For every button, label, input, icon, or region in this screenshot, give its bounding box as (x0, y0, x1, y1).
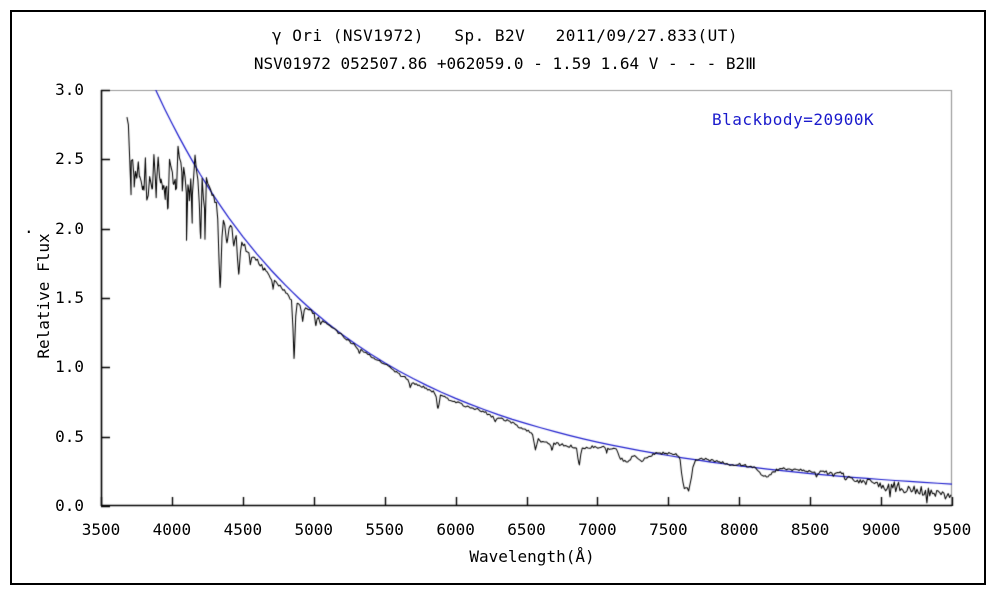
x-tick-label: 9000 (861, 520, 901, 539)
y-tick-label: 1.5 (55, 288, 84, 307)
y-tick-label: 0.5 (55, 426, 84, 446)
x-tick-label: 7000 (578, 520, 617, 539)
x-tick-label: 3500 (81, 520, 121, 539)
y-tick-label: 0.0 (55, 496, 84, 515)
y-tick-label: 2.0 (55, 218, 84, 238)
x-tick-label: 4500 (223, 520, 263, 539)
x-tick-label: 7500 (649, 520, 688, 539)
x-tick-label: 8000 (719, 520, 759, 539)
x-axis-title: Wavelength(Å) (469, 547, 595, 566)
blackbody-temperature-label: Blackbody=20900K (712, 110, 875, 129)
x-tick-label: 6000 (436, 520, 475, 539)
chart-title: γ Ori (NSV1972) Sp. B2V 2011/09/27.833(U… (271, 26, 739, 45)
x-tick-label: 8500 (790, 520, 830, 539)
x-tick-label: 9500 (932, 520, 972, 539)
stray-mark: . (24, 218, 34, 237)
x-tick-label: 5000 (294, 520, 334, 539)
y-tick-label: 3.0 (55, 80, 84, 99)
y-tick-label: 2.5 (55, 149, 84, 169)
chart-subtitle-catalog-line: NSV01972 052507.86 +062059.0 - 1.59 1.64… (253, 54, 757, 73)
x-tick-label: 4000 (152, 520, 192, 539)
y-tick-label: 1.0 (55, 357, 84, 377)
x-tick-label: 5500 (365, 520, 404, 539)
x-tick-label: 6500 (507, 520, 546, 539)
